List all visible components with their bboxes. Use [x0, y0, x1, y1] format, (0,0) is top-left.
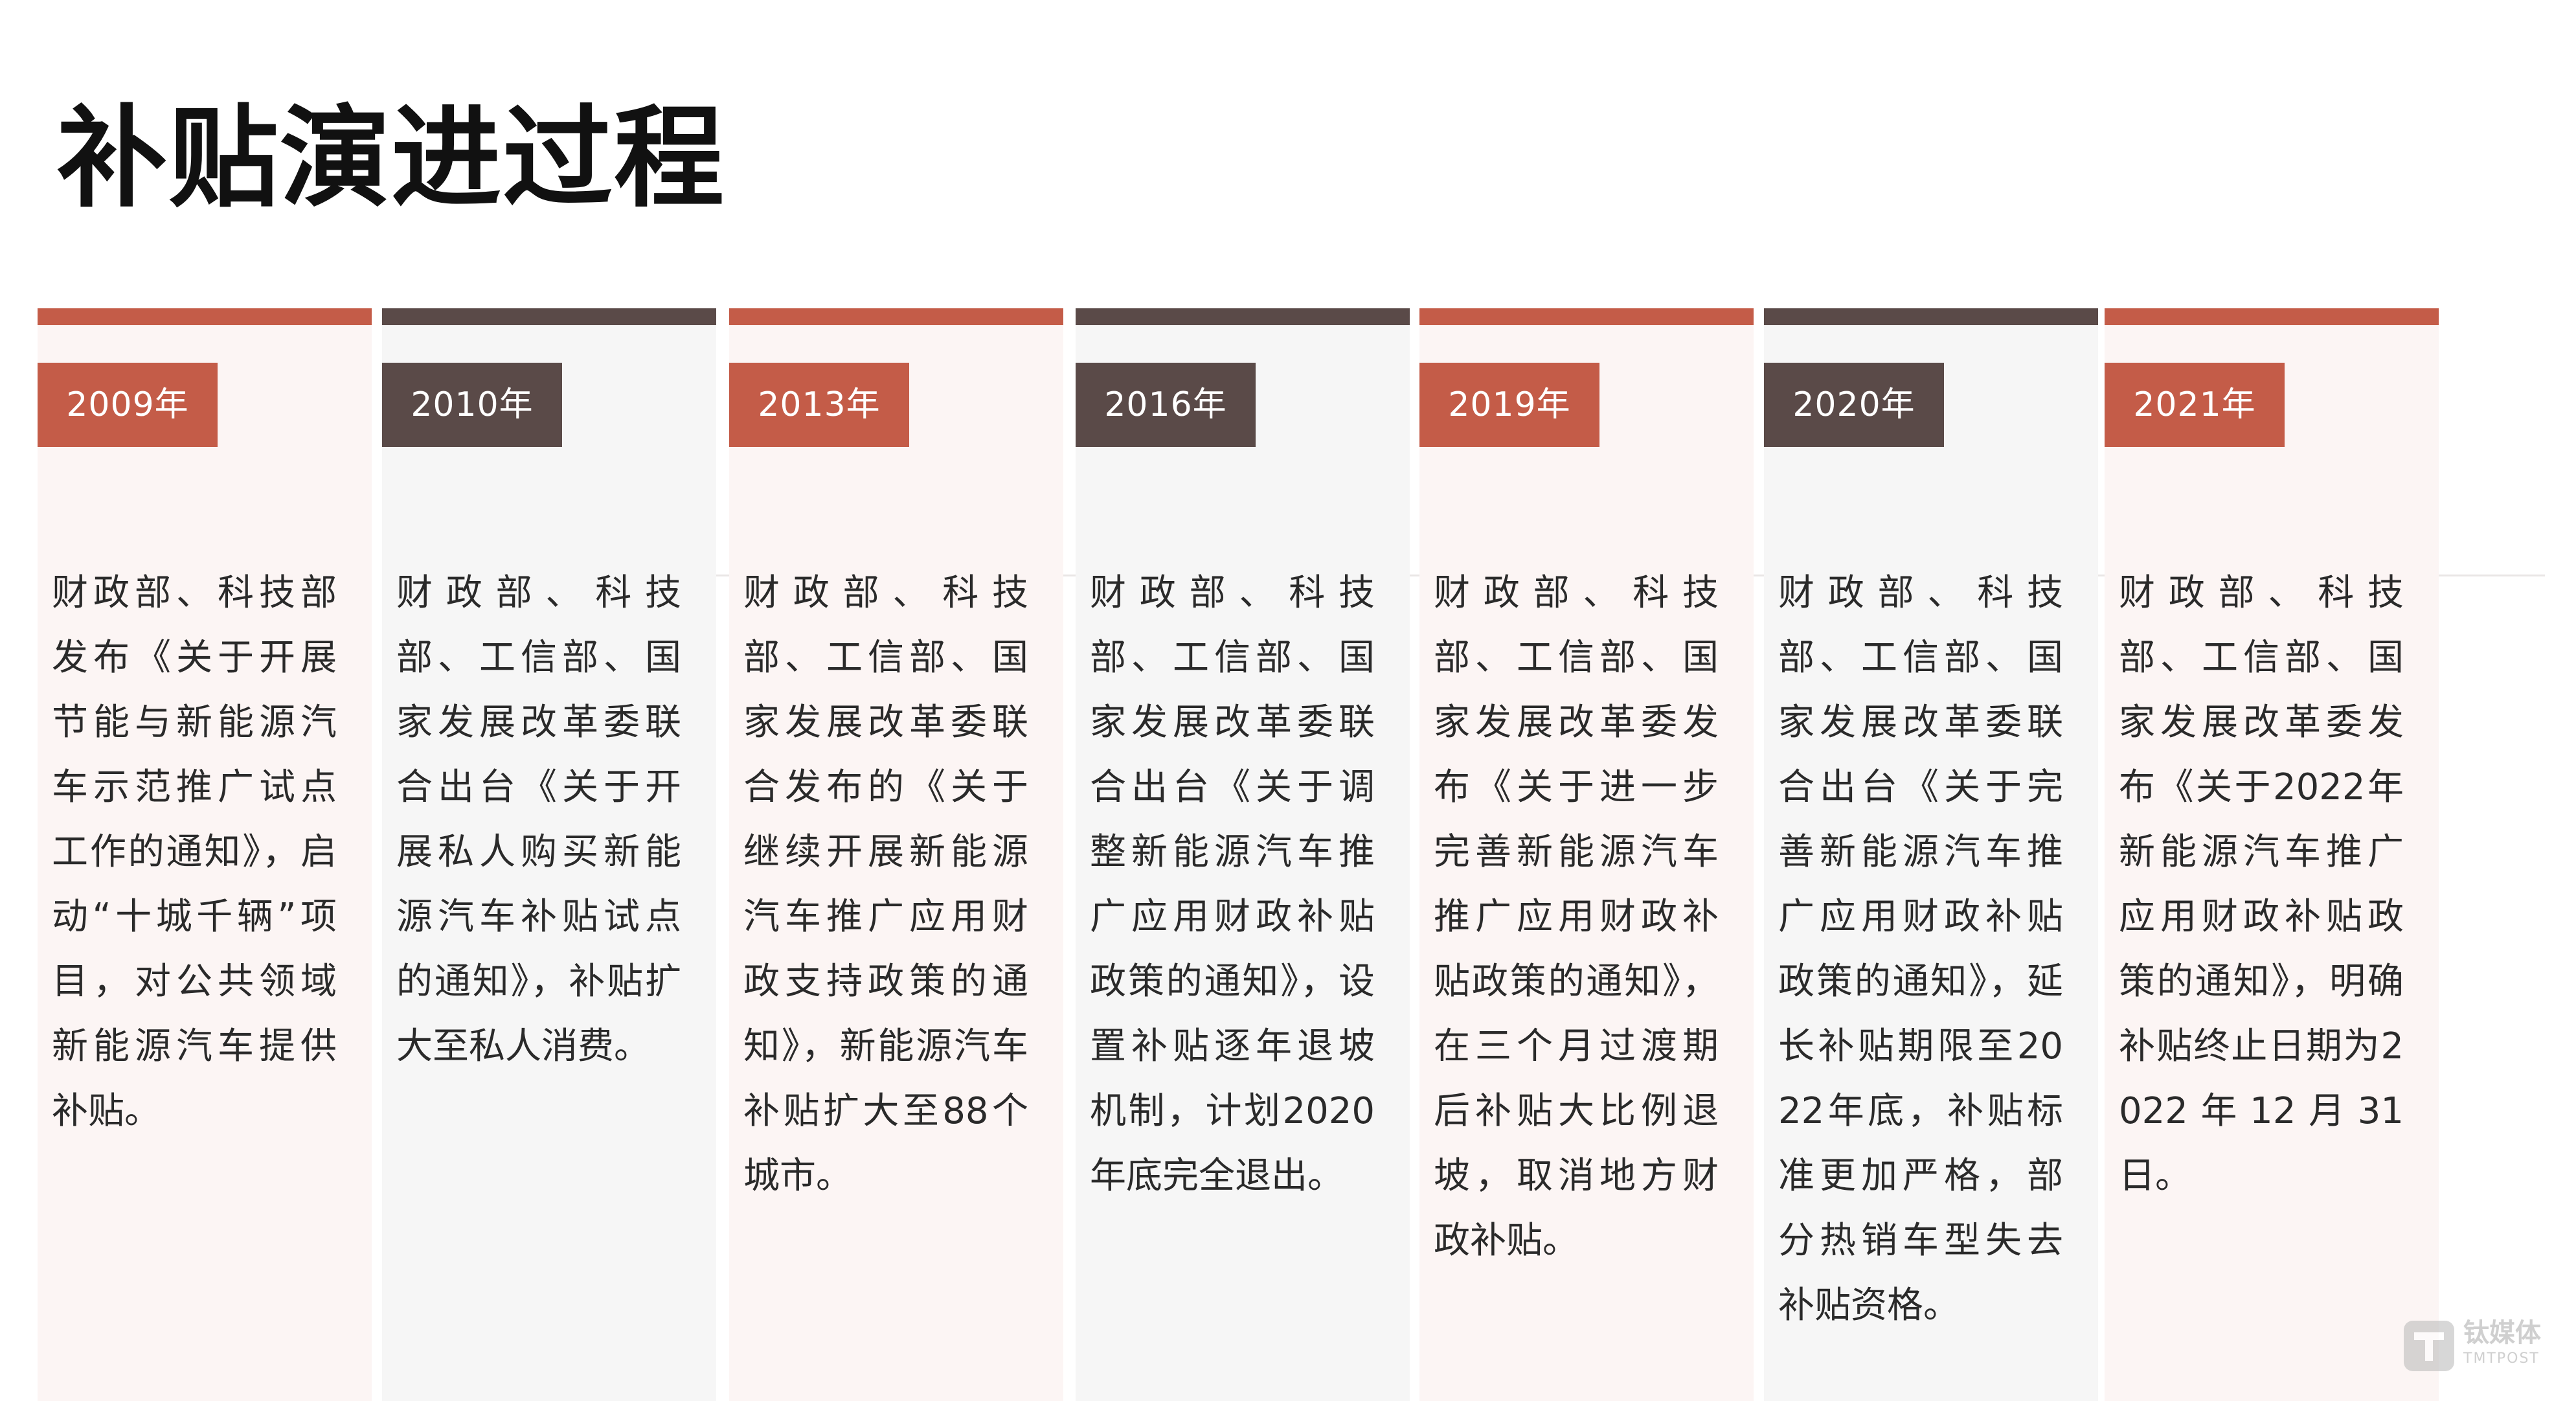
column-top-bar — [2105, 308, 2439, 325]
year-tag: 2010年 — [382, 363, 562, 447]
column-description: 财政部、科技部、工信部、国家发展改革委联合出台《关于完善新能源汽车推广应用财政补… — [1778, 572, 2063, 1327]
year-tag: 2021年 — [2105, 363, 2285, 447]
column-top-bar — [38, 308, 372, 325]
watermark-subtitle: TMTPOST — [2463, 1350, 2540, 1367]
column-description: 财政部、科技部发布《关于开展节能与新能源汽车示范推广试点工作的通知》，启动“十城… — [52, 572, 337, 1132]
column-top-bar — [729, 308, 1063, 325]
timeline-column-2021: 2021年 财政部、科技部、工信部、国家发展改革委发布《关于2022年新能源汽车… — [2105, 308, 2439, 1401]
timeline-column-2020: 2020年 财政部、科技部、工信部、国家发展改革委联合出台《关于完善新能源汽车推… — [1764, 308, 2098, 1401]
tmtpost-logo-icon — [2404, 1321, 2454, 1371]
year-tag: 2013年 — [729, 363, 909, 447]
column-description: 财政部、科技部、工信部、国家发展改革委发布《关于进一步完善新能源汽车推广应用财政… — [1434, 572, 1719, 1262]
column-description: 财政部、科技部、工信部、国家发展改革委联合出台《关于调整新能源汽车推广应用财政补… — [1090, 572, 1375, 1197]
year-tag: 2009年 — [38, 363, 218, 447]
column-description: 财政部、科技部、工信部、国家发展改革委联合出台《关于开展私人购买新能源汽车补贴试… — [396, 572, 681, 1067]
timeline-column-2013: 2013年 财政部、科技部、工信部、国家发展改革委联合发布的《关于继续开展新能源… — [729, 308, 1063, 1401]
timeline-column-2016: 2016年 财政部、科技部、工信部、国家发展改革委联合出台《关于调整新能源汽车推… — [1076, 308, 1410, 1401]
column-description: 财政部、科技部、工信部、国家发展改革委联合发布的《关于继续开展新能源汽车推广应用… — [743, 572, 1028, 1197]
timeline-column-2010: 2010年 财政部、科技部、工信部、国家发展改革委联合出台《关于开展私人购买新能… — [382, 308, 716, 1401]
tmtpost-watermark: 钛媒体 TMTPOST — [2404, 1318, 2553, 1376]
column-description: 财政部、科技部、工信部、国家发展改革委发布《关于2022年新能源汽车推广应用财政… — [2119, 572, 2404, 1197]
timeline-column-2009: 2009年 财政部、科技部发布《关于开展节能与新能源汽车示范推广试点工作的通知》… — [38, 308, 372, 1401]
year-tag: 2020年 — [1764, 363, 1944, 447]
page-title: 补贴演进过程 — [57, 95, 726, 223]
watermark-name: 钛媒体 — [2463, 1318, 2541, 1348]
column-top-bar — [1764, 308, 2098, 325]
column-top-bar — [1419, 308, 1754, 325]
column-top-bar — [1076, 308, 1410, 325]
year-tag: 2019年 — [1419, 363, 1599, 447]
column-top-bar — [382, 308, 716, 325]
timeline-column-2019: 2019年 财政部、科技部、工信部、国家发展改革委发布《关于进一步完善新能源汽车… — [1419, 308, 1754, 1401]
year-tag: 2016年 — [1076, 363, 1256, 447]
